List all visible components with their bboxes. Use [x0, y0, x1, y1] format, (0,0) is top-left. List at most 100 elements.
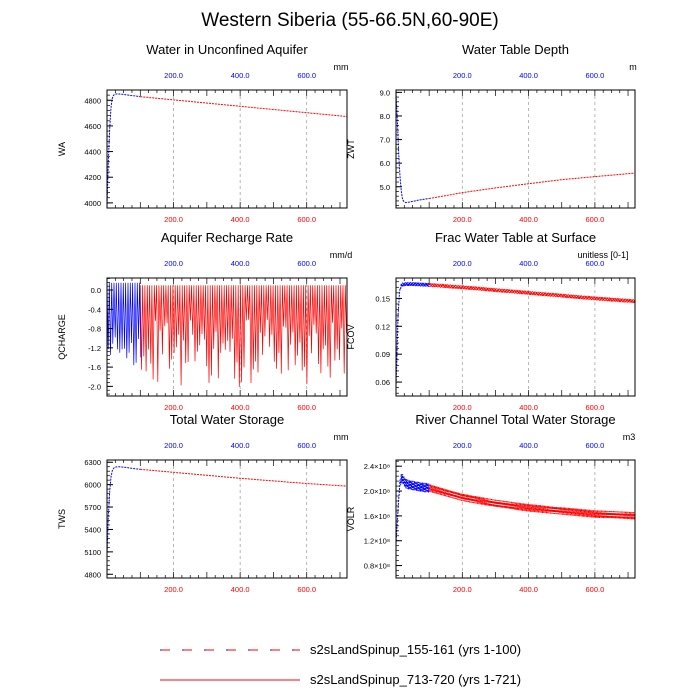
y-tick-label: 0.06	[375, 378, 390, 387]
x-tick-label: 400.0	[519, 215, 538, 224]
x-tick-label: 200.0	[453, 403, 472, 412]
x-top-tick-label: 400.0	[231, 71, 250, 80]
series-line-early	[106, 93, 141, 207]
panel-units: mm	[334, 62, 349, 72]
series-line-late	[140, 96, 347, 117]
x-tick-label: 200.0	[164, 215, 183, 224]
y-tick-label: 6300	[84, 458, 101, 467]
panel-units: m	[629, 62, 637, 72]
plot-frame	[106, 89, 348, 209]
x-top-tick-label: 600.0	[585, 259, 604, 268]
x-tick-label: 200.0	[453, 215, 472, 224]
legend-label-early: s2sLandSpinup_155-161 (yrs 1-100)	[310, 642, 522, 657]
plot-frame	[106, 277, 348, 397]
x-tick-label: 200.0	[164, 403, 183, 412]
series-line-early	[395, 282, 430, 387]
panel-title: Water in Unconfined Aquifer	[146, 42, 308, 57]
legend-label-late: s2sLandSpinup_713-720 (yrs 1-721)	[310, 672, 522, 687]
y-tick-label: 9.0	[380, 88, 390, 97]
main-title: Western Siberia (55-66.5N,60-90E)	[201, 10, 499, 31]
y-axis-label: TWS	[57, 509, 67, 529]
x-top-tick-label: 600.0	[297, 259, 316, 268]
x-tick-label: 600.0	[585, 585, 604, 594]
x-top-tick-label: 400.0	[519, 441, 538, 450]
series-line-late	[139, 285, 347, 387]
panel-water-table-depth: Water Table Depth m 5.0 6.0 7.0 8.0 9.0 200.0 40…	[346, 42, 637, 224]
x-top-tick-label: 200.0	[164, 71, 183, 80]
panel-title: Frac Water Table at Surface	[435, 230, 596, 245]
y-tick-label: 6.0	[380, 159, 390, 168]
x-top-tick-label: 200.0	[453, 441, 472, 450]
plot-frame	[395, 277, 636, 397]
x-top-tick-label: 200.0	[164, 259, 183, 268]
panel-title: River Channel Total Water Storage	[415, 412, 615, 427]
panel-title: Aquifer Recharge Rate	[161, 230, 293, 245]
y-tick-label: 2.4×10⁸	[364, 462, 390, 471]
panel-aquifer-recharge-rate: Aquifer Recharge Rate mm/d -2.0 -1.6 -1.2 -0.…	[57, 230, 352, 412]
x-tick-label: 200.0	[164, 585, 183, 594]
series-line-late	[140, 468, 347, 487]
y-axis-label: QCHARGE	[57, 314, 67, 360]
y-tick-label: 0.12	[375, 322, 390, 331]
y-axis-label: ZWT	[346, 139, 356, 159]
x-top-tick-label: 600.0	[585, 441, 604, 450]
y-axis-label: FCOV	[346, 324, 356, 349]
panel-title: Water Table Depth	[462, 42, 569, 57]
y-tick-label: 4000	[84, 199, 101, 208]
panel-units: m3	[623, 432, 636, 442]
y-tick-label: 6000	[84, 481, 101, 490]
x-top-tick-label: 400.0	[519, 259, 538, 268]
y-tick-label: -2.0	[88, 382, 101, 391]
y-tick-label: 0.09	[375, 350, 390, 359]
series-line-late	[428, 484, 636, 520]
x-tick-label: 200.0	[453, 585, 472, 594]
panel-total-water-storage: Total Water Storage mm 4800 5100 5400 5700 600…	[57, 412, 349, 594]
y-tick-label: -1.6	[88, 363, 101, 372]
y-tick-label: 4800	[84, 570, 101, 579]
plot-frame	[395, 459, 636, 579]
series-line-late	[428, 172, 635, 200]
y-tick-label: 2.0×10⁸	[364, 487, 390, 496]
x-top-tick-label: 200.0	[453, 259, 472, 268]
x-top-tick-label: 400.0	[231, 441, 250, 450]
series-line-early	[106, 466, 141, 556]
y-tick-label: 1.2×10⁸	[364, 537, 390, 546]
x-tick-label: 400.0	[519, 585, 538, 594]
plot-frame	[106, 459, 348, 579]
x-top-tick-label: 200.0	[453, 71, 472, 80]
x-top-tick-label: 400.0	[231, 259, 250, 268]
plot-frame	[395, 89, 636, 209]
series-line-early	[395, 92, 430, 204]
x-tick-label: 600.0	[585, 403, 604, 412]
y-tick-label: -0.4	[88, 305, 101, 314]
x-top-tick-label: 600.0	[297, 71, 316, 80]
x-tick-label: 600.0	[585, 215, 604, 224]
y-tick-label: 7.0	[380, 136, 390, 145]
panel-frac-water-table-at-surface: Frac Water Table at Surface unitless [0-1…	[346, 230, 636, 412]
panel-title: Total Water Storage	[170, 412, 284, 427]
panel-units: mm/d	[330, 250, 353, 260]
x-tick-label: 600.0	[297, 403, 316, 412]
y-axis-label: VOLR	[346, 506, 356, 531]
series-line-early	[395, 473, 430, 544]
y-tick-label: 0.15	[375, 294, 390, 303]
x-top-tick-label: 600.0	[585, 71, 604, 80]
y-tick-label: 0.8×10⁸	[364, 562, 390, 571]
y-axis-label: WA	[57, 142, 67, 156]
legend-line-early-icon	[160, 649, 300, 651]
y-tick-label: 4400	[84, 148, 101, 157]
legend-line-late-icon	[160, 679, 300, 681]
y-tick-label: 5100	[84, 548, 101, 557]
x-tick-label: 400.0	[231, 215, 250, 224]
y-tick-label: 5400	[84, 525, 101, 534]
x-top-tick-label: 200.0	[164, 441, 183, 450]
x-top-tick-label: 400.0	[519, 71, 538, 80]
x-tick-label: 400.0	[231, 403, 250, 412]
panel-units: unitless [0-1]	[577, 250, 628, 260]
y-tick-label: -0.8	[88, 325, 101, 334]
y-tick-label: 4600	[84, 122, 101, 131]
y-tick-label: -1.2	[88, 344, 101, 353]
y-tick-label: 4200	[84, 173, 101, 182]
series-line-early	[106, 282, 142, 366]
